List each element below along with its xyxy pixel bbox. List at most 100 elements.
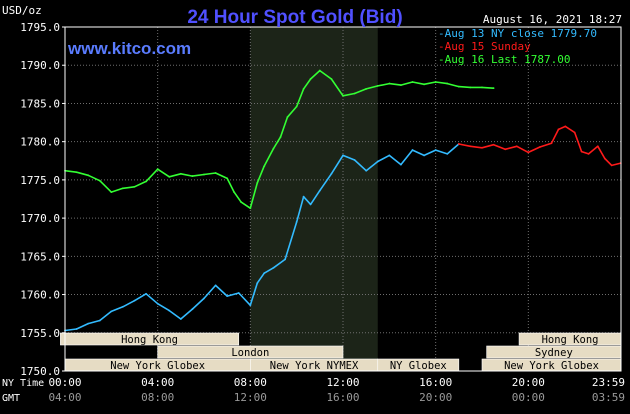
series-point	[423, 83, 425, 86]
y-tick-label: 1795.0	[20, 21, 60, 34]
series-point	[353, 159, 356, 161]
session-bar	[60, 332, 240, 346]
legend-entry: -Aug 15 Sunday	[438, 40, 531, 53]
series-point	[446, 82, 449, 85]
series-point	[302, 88, 305, 90]
series-point	[411, 149, 414, 151]
series-point	[122, 305, 124, 308]
series-point	[376, 160, 379, 163]
series-point	[75, 328, 78, 330]
series-point	[179, 318, 182, 320]
series-point	[515, 145, 518, 148]
series-point	[237, 292, 240, 294]
x-tick-ny: 00:00	[48, 376, 81, 389]
x-tick-ny: 04:00	[141, 376, 174, 389]
series-point	[587, 152, 590, 155]
series-point	[214, 284, 217, 287]
series-point	[226, 177, 229, 180]
legend-entry: -Aug 13 NY close 1779.70	[438, 27, 597, 40]
y-tick-label: 1790.0	[20, 59, 60, 72]
y-tick-label: 1785.0	[20, 97, 60, 110]
series-point	[492, 87, 495, 90]
series-point	[279, 136, 282, 138]
series-point	[504, 148, 507, 151]
series-point	[156, 302, 159, 305]
series-point	[527, 151, 530, 154]
x-tick-gmt: 08:00	[141, 391, 174, 404]
series-point	[309, 203, 312, 206]
series-point	[286, 116, 289, 119]
series-point	[179, 172, 182, 175]
series-point	[557, 128, 560, 131]
session-label: NY Globex	[390, 360, 447, 372]
series-point	[263, 165, 266, 168]
series-point	[226, 295, 229, 297]
x-tick-gmt: 03:59	[592, 391, 625, 404]
series-point	[610, 164, 613, 167]
y-tick-label: 1750.0	[20, 365, 60, 378]
chart-title: 24 Hour Spot Gold (Bid)	[187, 7, 402, 28]
series-point	[272, 147, 275, 150]
series-point	[423, 154, 425, 157]
timestamp: August 16, 2021 18:27	[483, 13, 622, 26]
series-point	[98, 319, 101, 322]
series-point	[388, 154, 391, 157]
series-point	[481, 86, 483, 89]
unit-label: USD/oz	[2, 4, 42, 17]
series-point	[122, 187, 124, 190]
series-point	[411, 81, 414, 83]
series-point	[342, 154, 344, 157]
series-point	[233, 191, 236, 194]
series-point	[596, 145, 599, 148]
series-point	[446, 152, 449, 155]
session-label: Sydney	[535, 347, 573, 359]
series-point	[365, 88, 368, 90]
session-label: New York NYMEX	[270, 360, 359, 372]
series-point	[272, 266, 275, 269]
series-point	[87, 322, 90, 325]
series-point	[168, 175, 171, 178]
y-tick-label: 1770.0	[20, 212, 60, 225]
x-tick-gmt: 20:00	[419, 391, 452, 404]
series-point	[330, 78, 333, 80]
series-point	[191, 175, 194, 177]
series-point	[573, 131, 576, 134]
series-point	[240, 201, 242, 203]
series-point	[400, 84, 402, 86]
series-point	[75, 171, 78, 174]
session-bar	[157, 345, 344, 359]
series-point	[318, 69, 321, 72]
x-tick-gmt: 04:00	[48, 391, 81, 404]
series-point	[603, 157, 606, 160]
series-point	[87, 174, 90, 177]
series-point	[309, 78, 312, 80]
y-tick-label: 1760.0	[20, 289, 60, 302]
series-point	[203, 297, 205, 300]
series-line-3	[64, 69, 494, 209]
watermark: www.kitco.com	[67, 39, 191, 58]
x-tick-ny: 23:59	[592, 376, 625, 389]
series-point	[469, 86, 472, 89]
y-tick-label: 1775.0	[20, 174, 60, 187]
legend-entry: -Aug 16 Last 1787.00	[438, 53, 570, 66]
series-point	[168, 309, 171, 312]
y-tick-label: 1780.0	[20, 136, 60, 149]
series-point	[457, 143, 460, 145]
series-point	[318, 189, 321, 192]
series-point	[145, 180, 147, 183]
series-point	[249, 304, 252, 307]
series-point	[492, 143, 495, 146]
series-point	[98, 179, 101, 182]
series-point	[365, 169, 368, 172]
series-point	[295, 221, 298, 223]
series-point	[580, 150, 583, 153]
series-point	[110, 191, 113, 194]
series-line-2	[458, 125, 621, 167]
x-tick-ny: 08:00	[234, 376, 267, 389]
series-point	[256, 282, 259, 284]
series-point	[434, 81, 437, 83]
ny-time-label: NY Time	[2, 378, 44, 389]
series-point	[249, 207, 252, 210]
series-point	[156, 168, 159, 171]
